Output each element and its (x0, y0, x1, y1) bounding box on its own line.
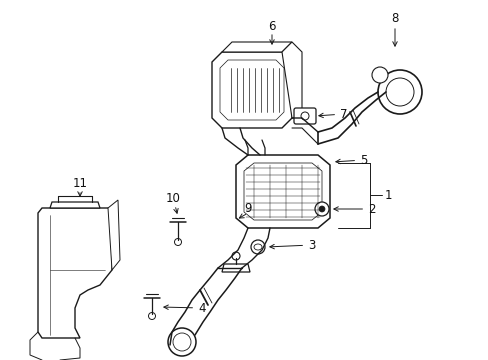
Ellipse shape (253, 244, 262, 250)
Circle shape (168, 328, 196, 356)
Text: 4: 4 (163, 302, 205, 315)
Polygon shape (212, 52, 291, 128)
Polygon shape (108, 200, 120, 270)
Text: 11: 11 (72, 176, 87, 189)
Circle shape (314, 202, 328, 216)
Text: 10: 10 (165, 192, 180, 204)
Circle shape (174, 239, 181, 246)
Circle shape (377, 70, 421, 114)
Polygon shape (222, 264, 249, 272)
Text: 7: 7 (318, 108, 347, 121)
Polygon shape (38, 208, 112, 338)
Text: 3: 3 (269, 239, 315, 252)
Polygon shape (244, 163, 321, 220)
Text: 1: 1 (384, 189, 392, 202)
Circle shape (371, 67, 387, 83)
Circle shape (173, 333, 191, 351)
Polygon shape (236, 155, 329, 228)
Polygon shape (282, 42, 302, 118)
Circle shape (385, 78, 413, 106)
Text: 2: 2 (333, 202, 375, 216)
Circle shape (318, 206, 325, 212)
Text: 8: 8 (390, 12, 398, 24)
Circle shape (148, 312, 155, 320)
Text: 5: 5 (335, 153, 366, 166)
Circle shape (301, 112, 308, 120)
Circle shape (231, 252, 240, 260)
Circle shape (250, 240, 264, 254)
Text: 9: 9 (244, 202, 251, 215)
Polygon shape (222, 42, 291, 52)
Polygon shape (50, 202, 100, 208)
FancyBboxPatch shape (293, 108, 315, 124)
Polygon shape (220, 60, 284, 120)
Text: 6: 6 (268, 19, 275, 32)
